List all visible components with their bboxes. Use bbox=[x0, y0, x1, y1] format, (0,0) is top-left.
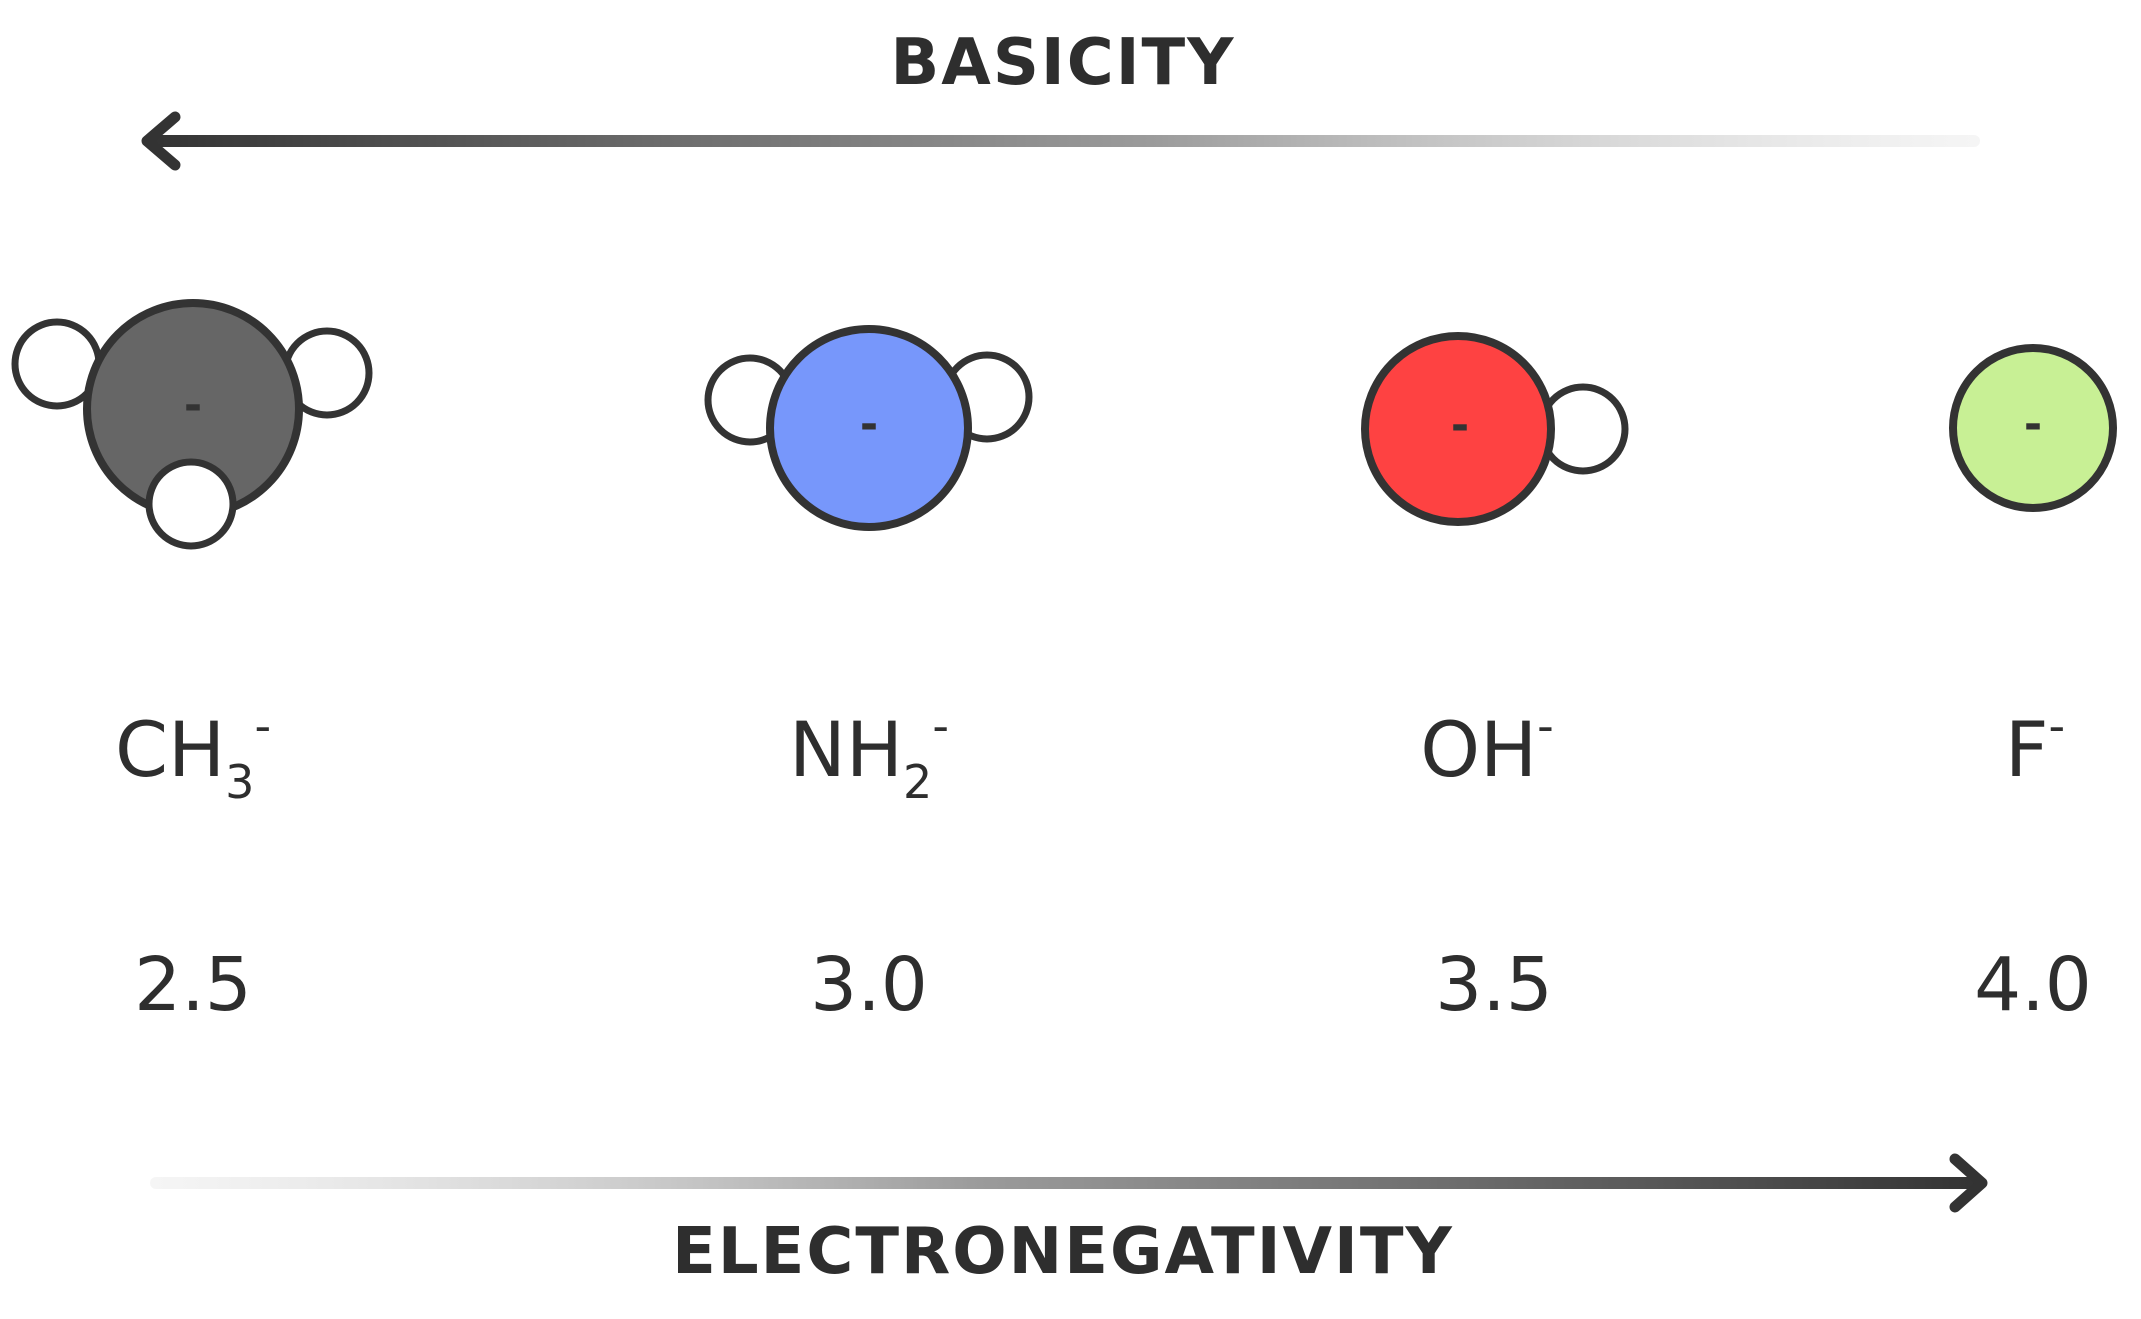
electronegativity-arrow-shaft bbox=[150, 1177, 1980, 1189]
atom-charge: - bbox=[860, 399, 878, 450]
electronegativity-label: ELECTRONEGATIVITY bbox=[672, 1215, 1454, 1289]
formula-oh: OH- bbox=[1420, 703, 1554, 788]
electronegativity-value: 4.0 bbox=[1974, 942, 2092, 1028]
formula-f: F- bbox=[2005, 703, 2065, 788]
molecule-f: - bbox=[1949, 344, 2117, 512]
atom-charge: - bbox=[2024, 399, 2042, 450]
basicity-label: BASICITY bbox=[890, 26, 1236, 100]
basicity-arrow bbox=[141, 111, 1980, 171]
formula-base: NH bbox=[789, 705, 904, 794]
basicity-arrow-head bbox=[141, 111, 181, 171]
hydrogen-atom bbox=[145, 458, 237, 550]
electronegativity-arrow-head bbox=[1949, 1153, 1988, 1213]
formula-subscript: 3 bbox=[225, 755, 255, 809]
nitrogen-atom bbox=[766, 325, 972, 531]
basicity-arrow-shaft bbox=[150, 135, 1980, 147]
formula-charge: - bbox=[254, 699, 272, 753]
molecule-oh: - bbox=[1361, 332, 1629, 526]
electronegativity-value: 3.0 bbox=[810, 942, 928, 1028]
oxygen-atom bbox=[1361, 332, 1555, 526]
electronegativity-value: 3.5 bbox=[1435, 942, 1553, 1028]
atom-charge: - bbox=[184, 380, 202, 431]
formula-charge: - bbox=[932, 699, 949, 753]
formula-charge: - bbox=[2048, 699, 2066, 753]
electronegativity-arrow bbox=[150, 1153, 1988, 1213]
formula-base: F bbox=[2004, 705, 2049, 794]
formula-charge: - bbox=[1537, 699, 1554, 753]
formula-subscript: 2 bbox=[903, 755, 933, 809]
formula-base: OH bbox=[1420, 705, 1538, 794]
formula-ch3: CH3- bbox=[115, 703, 271, 805]
electronegativity-value: 2.5 bbox=[134, 942, 252, 1028]
molecule-ch3: - bbox=[11, 299, 373, 550]
formula-base: CH bbox=[114, 705, 226, 794]
molecule-nh2: - bbox=[704, 325, 1033, 531]
atom-charge: - bbox=[1451, 400, 1469, 451]
formula-nh2: NH2- bbox=[789, 703, 949, 805]
fluorine-atom bbox=[1949, 344, 2117, 512]
